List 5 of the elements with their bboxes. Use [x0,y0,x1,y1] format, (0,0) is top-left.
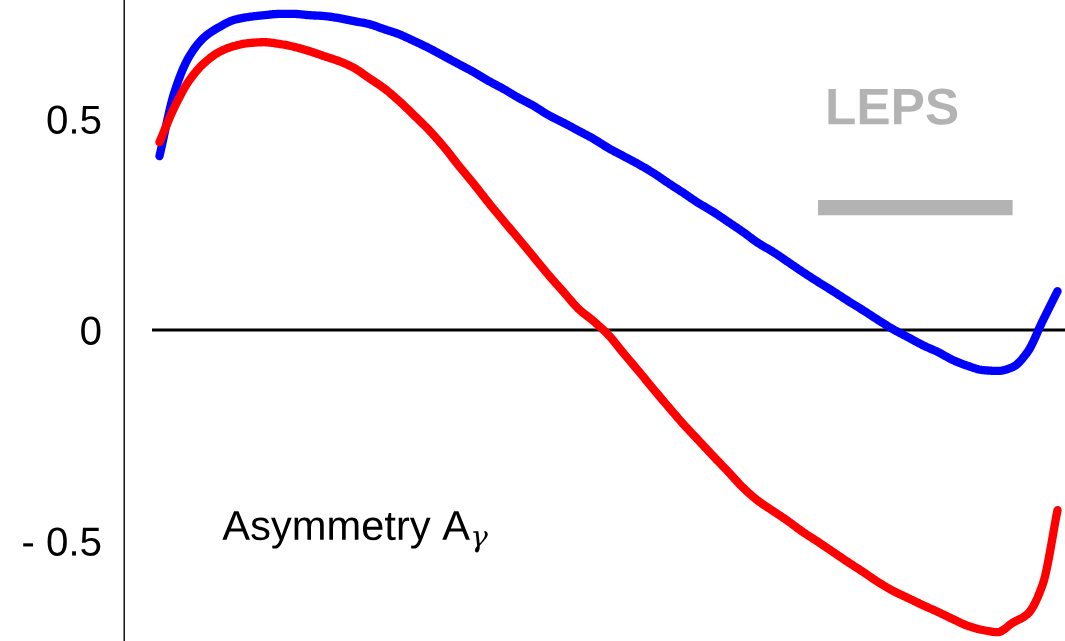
annotation: Asymmetry A$_{γ}$ [222,511,488,553]
y-tick-label: 0.5 [47,105,101,134]
y-tick-label: - 0.5 [23,527,101,556]
y-tick-label: 0 [81,316,101,345]
series-label: LEPS [828,88,958,125]
